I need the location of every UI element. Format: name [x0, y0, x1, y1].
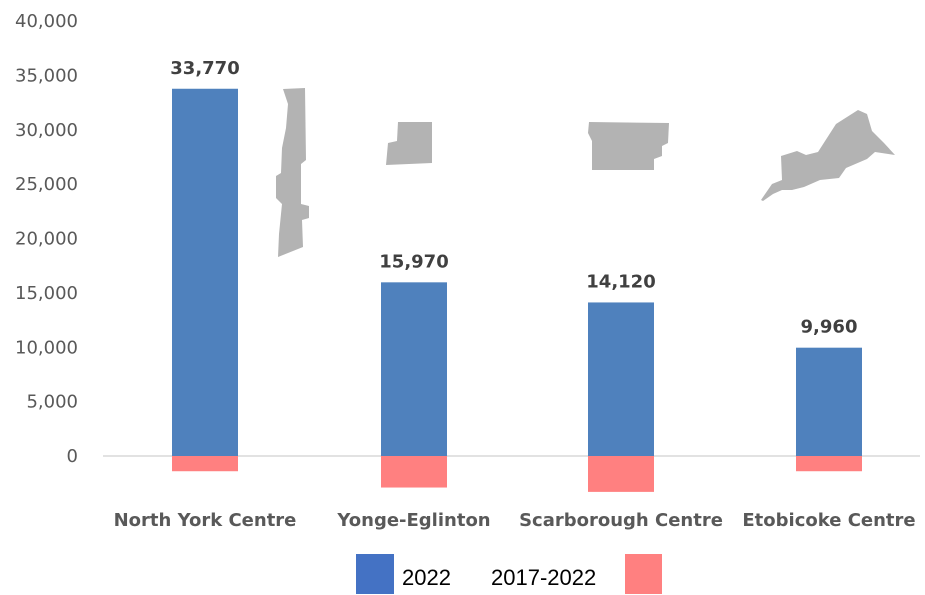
data-label: 33,770 — [170, 58, 239, 79]
legend-label-2017-2022: 2017-2022 — [491, 565, 596, 590]
legend-swatch-2017-2022 — [625, 554, 662, 594]
data-labels: 33,770 15,970 14,120 9,960 — [170, 58, 857, 338]
bar-2017-2022 — [172, 456, 238, 472]
y-tick-label: 35,000 — [15, 65, 78, 86]
legend: 2022 2017-2022 — [356, 554, 662, 594]
district-map-silhouettes — [276, 88, 895, 257]
y-tick-label: 40,000 — [15, 11, 78, 32]
bar-2017-2022 — [796, 456, 862, 472]
north-york-centre-map-icon — [276, 88, 309, 257]
category-label: Yonge-Eglinton — [336, 510, 490, 531]
yonge-eglinton-map-icon — [386, 122, 432, 165]
y-tick-label: 0 — [67, 446, 78, 467]
bar-2017-2022 — [588, 456, 654, 492]
legend-label-2022: 2022 — [402, 565, 451, 590]
category-label: Scarborough Centre — [519, 510, 723, 531]
y-tick-label: 15,000 — [15, 283, 78, 304]
x-axis-categories: North York Centre Yonge-Eglinton Scarborou… — [114, 510, 916, 531]
legend-swatch-2022 — [356, 554, 394, 594]
etobicoke-centre-map-icon — [761, 110, 895, 201]
data-label: 14,120 — [586, 271, 655, 292]
bar-2022 — [381, 282, 447, 456]
data-label: 15,970 — [379, 251, 448, 272]
bar-2022 — [588, 302, 654, 456]
bar-2017-2022 — [381, 456, 447, 488]
y-tick-label: 5,000 — [26, 392, 78, 413]
y-tick-label: 20,000 — [15, 229, 78, 250]
bar-2022 — [796, 347, 862, 456]
y-axis-ticks: 0 5,000 10,000 15,000 20,000 25,000 30,000 35,0… — [15, 11, 78, 467]
y-tick-label: 10,000 — [15, 337, 78, 358]
bar-2022 — [172, 88, 238, 456]
scarborough-centre-map-icon — [588, 122, 669, 170]
category-label: Etobicoke Centre — [742, 510, 915, 531]
category-label: North York Centre — [114, 510, 297, 531]
bar-series — [172, 88, 862, 492]
y-tick-label: 25,000 — [15, 174, 78, 195]
data-label: 9,960 — [801, 317, 858, 338]
y-tick-label: 30,000 — [15, 120, 78, 141]
